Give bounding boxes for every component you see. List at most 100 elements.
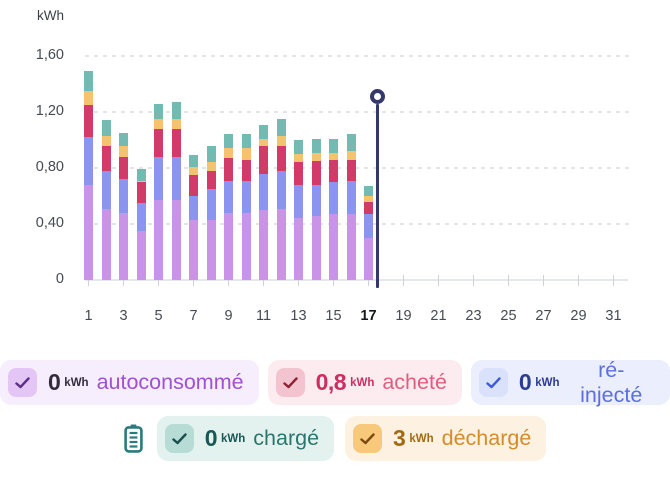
checkbox-checked-icon[interactable] xyxy=(164,424,194,453)
bar-day-9-acheté[interactable] xyxy=(224,158,233,181)
bar-day-16-ré-injecté[interactable] xyxy=(346,180,356,215)
bar-day-12-autoconsommé[interactable] xyxy=(276,208,286,280)
bar-day-5-autoconsommé[interactable] xyxy=(154,200,163,280)
bar-day-9-autoconsommé[interactable] xyxy=(224,212,233,280)
bar-day-11-acheté[interactable] xyxy=(259,145,268,174)
bar-day-10-autoconsommé[interactable] xyxy=(241,212,251,280)
bar-day-9-chargé[interactable] xyxy=(224,134,233,149)
bar-day-15-acheté[interactable] xyxy=(329,159,338,182)
bar-day-14-acheté[interactable] xyxy=(311,161,321,185)
bar-day-2-acheté[interactable] xyxy=(101,145,111,171)
bar-day-16-déchargé[interactable] xyxy=(346,151,356,160)
bar-day-5-ré-injecté[interactable] xyxy=(154,156,163,201)
bar-day-10-déchargé[interactable] xyxy=(241,148,251,160)
bar-day-9-ré-injecté[interactable] xyxy=(224,180,233,213)
bar-day-13-déchargé[interactable] xyxy=(294,154,303,163)
bar-day-11-autoconsommé[interactable] xyxy=(259,210,268,280)
bar-day-1-chargé[interactable] xyxy=(84,71,93,91)
bar-day-3-acheté[interactable] xyxy=(119,156,128,180)
legend-chip-autoconsomme[interactable]: 0 kWh autoconsommé xyxy=(0,360,259,405)
bar-day-11-ré-injecté[interactable] xyxy=(259,173,268,210)
bar-day-17-acheté[interactable] xyxy=(364,201,373,215)
bar-day-15-déchargé[interactable] xyxy=(329,152,338,160)
bar-day-9-déchargé[interactable] xyxy=(224,148,233,159)
bar-day-2-ré-injecté[interactable] xyxy=(101,170,111,209)
bar-day-2-déchargé[interactable] xyxy=(101,135,111,146)
bar-day-7-acheté[interactable] xyxy=(189,175,198,196)
bar-day-15-autoconsommé[interactable] xyxy=(329,214,338,280)
bar-day-3-déchargé[interactable] xyxy=(119,145,128,157)
bar-day-1-déchargé[interactable] xyxy=(84,91,93,105)
bar-day-10-acheté[interactable] xyxy=(241,159,251,181)
bar-day-8-déchargé[interactable] xyxy=(206,162,216,171)
bar-day-16-chargé[interactable] xyxy=(346,134,356,152)
bar-day-14-ré-injecté[interactable] xyxy=(311,184,321,216)
bar-day-8-autoconsommé[interactable] xyxy=(206,219,216,280)
bar-day-15-chargé[interactable] xyxy=(329,138,338,153)
bar-day-8-acheté[interactable] xyxy=(206,170,216,189)
bar-day-14-déchargé[interactable] xyxy=(311,152,321,161)
bar-day-6-ré-injecté[interactable] xyxy=(171,156,181,201)
legend-chip-reinjecte[interactable]: 0 kWh ré-injecté xyxy=(470,358,670,407)
bar-day-4-autoconsommé[interactable] xyxy=(136,231,146,280)
bar-day-14-autoconsommé[interactable] xyxy=(311,215,321,280)
bar-day-5-déchargé[interactable] xyxy=(154,119,163,129)
bar-day-12-chargé[interactable] xyxy=(276,119,286,136)
bar-day-11-chargé[interactable] xyxy=(259,124,268,139)
x-axis-tick-label: 11 xyxy=(255,308,272,324)
bar-day-7-déchargé[interactable] xyxy=(189,166,198,175)
legend-chip-decharge[interactable]: 3 kWh déchargé xyxy=(345,416,547,461)
bar-day-17-autoconsommé[interactable] xyxy=(364,238,373,280)
checkbox-checked-icon[interactable] xyxy=(478,368,508,397)
bar-day-5-acheté[interactable] xyxy=(154,128,163,157)
bar-day-4-ré-injecté[interactable] xyxy=(136,203,146,231)
bar-day-17-déchargé[interactable] xyxy=(364,196,373,202)
bar-day-12-acheté[interactable] xyxy=(276,145,286,171)
x-axis-tick xyxy=(542,275,545,286)
bar-day-3-chargé[interactable] xyxy=(119,133,128,146)
bar-day-14-chargé[interactable] xyxy=(311,138,321,153)
bar-day-8-ré-injecté[interactable] xyxy=(206,189,216,220)
checkbox-checked-icon[interactable] xyxy=(275,368,305,397)
bar-day-6-autoconsommé[interactable] xyxy=(171,200,181,280)
x-axis-tick-label: 17 xyxy=(360,308,377,324)
bar-day-8-chargé[interactable] xyxy=(206,145,216,163)
bar-day-1-acheté[interactable] xyxy=(84,105,93,138)
legend-chip-achete[interactable]: 0,8 kWh acheté xyxy=(267,360,462,405)
bar-day-2-chargé[interactable] xyxy=(101,120,111,136)
bar-day-1-ré-injecté[interactable] xyxy=(84,137,93,185)
chip-label: déchargé xyxy=(441,426,532,450)
bar-day-10-chargé[interactable] xyxy=(241,134,251,149)
bar-day-13-chargé[interactable] xyxy=(294,140,303,154)
bar-day-11-déchargé[interactable] xyxy=(259,138,268,146)
bar-day-13-acheté[interactable] xyxy=(294,162,303,185)
bar-day-7-ré-injecté[interactable] xyxy=(189,196,198,220)
chip-unit: kWh xyxy=(535,376,560,389)
bar-day-6-acheté[interactable] xyxy=(171,128,181,157)
bar-day-3-autoconsommé[interactable] xyxy=(119,212,128,280)
bar-day-7-chargé[interactable] xyxy=(189,155,198,167)
bar-day-13-autoconsommé[interactable] xyxy=(294,218,303,280)
bar-day-16-acheté[interactable] xyxy=(346,159,356,181)
checkbox-checked-icon[interactable] xyxy=(8,368,37,397)
bar-day-2-autoconsommé[interactable] xyxy=(101,208,111,280)
bar-day-13-ré-injecté[interactable] xyxy=(294,184,303,219)
bar-day-6-chargé[interactable] xyxy=(171,102,181,119)
bar-day-12-ré-injecté[interactable] xyxy=(276,170,286,209)
bar-day-4-acheté[interactable] xyxy=(136,182,146,203)
bar-day-16-autoconsommé[interactable] xyxy=(346,214,356,280)
bar-day-4-déchargé[interactable] xyxy=(136,180,146,182)
bar-day-12-déchargé[interactable] xyxy=(276,135,286,146)
bar-day-17-ré-injecté[interactable] xyxy=(364,214,373,238)
bar-day-17-chargé[interactable] xyxy=(364,186,373,196)
bar-day-3-ré-injecté[interactable] xyxy=(119,179,128,213)
bar-day-4-chargé[interactable] xyxy=(136,169,146,181)
bar-day-10-ré-injecté[interactable] xyxy=(241,180,251,213)
legend-chip-charge[interactable]: 0 kWh chargé xyxy=(156,416,335,461)
checkbox-checked-icon[interactable] xyxy=(353,424,383,453)
bar-day-15-ré-injecté[interactable] xyxy=(329,182,338,215)
bar-day-7-autoconsommé[interactable] xyxy=(189,219,198,280)
bar-day-5-chargé[interactable] xyxy=(154,103,163,119)
bar-day-1-autoconsommé[interactable] xyxy=(84,184,93,280)
bar-day-6-déchargé[interactable] xyxy=(171,119,181,129)
